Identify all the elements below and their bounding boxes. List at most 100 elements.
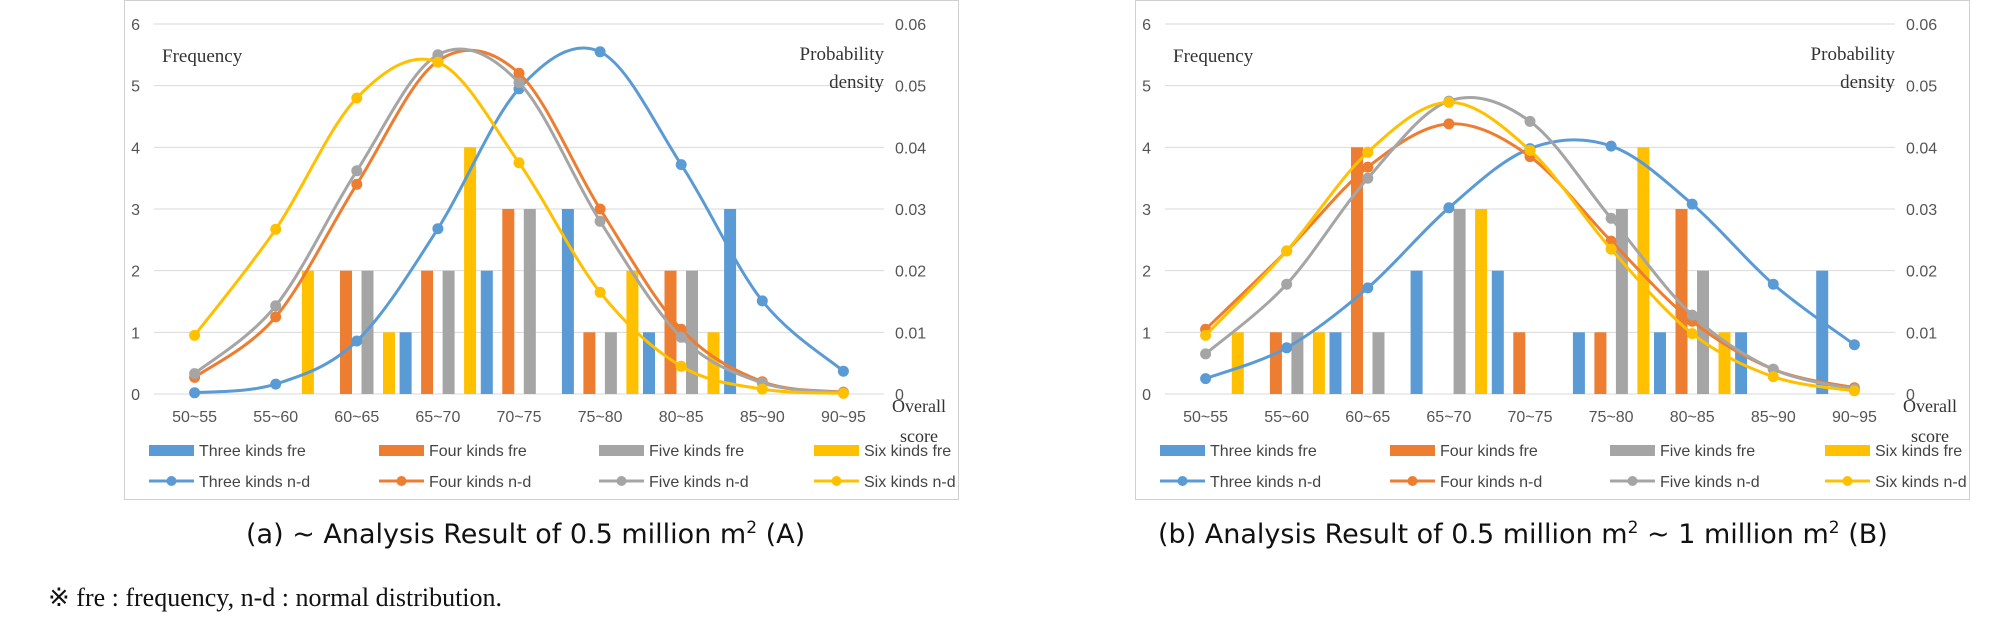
point-six-kinds-n-d bbox=[189, 329, 201, 341]
legend-label-five-kinds-n-d: Five kinds n-d bbox=[1660, 474, 1760, 491]
y-left-tick-label: 0 bbox=[131, 387, 140, 404]
point-six-kinds-n-d bbox=[1848, 385, 1860, 397]
bar-five-kinds-fre bbox=[442, 270, 455, 394]
bar-six-kinds-fre bbox=[1718, 332, 1731, 394]
bar-five-kinds-fre bbox=[1372, 332, 1385, 394]
point-four-kinds-n-d bbox=[594, 203, 606, 215]
y-right-tick-label: 0 bbox=[1906, 387, 1915, 404]
point-three-kinds-n-d bbox=[1281, 342, 1293, 354]
point-six-kinds-n-d bbox=[675, 360, 687, 372]
point-three-kinds-n-d bbox=[1686, 198, 1698, 210]
point-six-kinds-n-d bbox=[1281, 245, 1293, 257]
point-six-kinds-n-d bbox=[1524, 144, 1536, 156]
y-left-tick-label: 4 bbox=[1142, 140, 1151, 157]
point-five-kinds-n-d bbox=[1605, 212, 1617, 224]
y-right-tick-label: 0.03 bbox=[1906, 202, 1937, 219]
legend-marker-three-kinds-n-d bbox=[1177, 476, 1188, 486]
point-five-kinds-n-d bbox=[1200, 348, 1212, 360]
bar-four-kinds-fre bbox=[1594, 332, 1607, 394]
y-left-tick-label: 5 bbox=[1142, 79, 1151, 96]
legend-swatch-five-kinds-fre bbox=[599, 445, 644, 456]
y-left-tick-label: 2 bbox=[131, 264, 140, 281]
point-five-kinds-n-d bbox=[513, 77, 525, 89]
x-tick-label: 85~90 bbox=[1751, 409, 1796, 426]
bar-three-kinds-fre bbox=[1654, 332, 1666, 394]
point-five-kinds-n-d bbox=[270, 300, 282, 312]
point-three-kinds-n-d bbox=[1605, 140, 1617, 152]
point-three-kinds-n-d bbox=[1443, 202, 1455, 214]
chart-a: 0 1 2 3 4 5 6 0 0.01 0.02 0.03 0.04 0.05 0.06 50~55 55~… bbox=[124, 0, 959, 500]
x-tick-label: 55~60 bbox=[253, 409, 298, 426]
y-right-tick-label: 0.01 bbox=[895, 325, 926, 342]
y-left-axis-label: Frequency bbox=[1173, 46, 1254, 67]
point-six-kinds-n-d bbox=[594, 286, 606, 298]
y-right-tick-label: 0.04 bbox=[1906, 140, 1937, 157]
bar-four-kinds-fre bbox=[1675, 209, 1688, 394]
point-four-kinds-n-d bbox=[1362, 161, 1374, 173]
bar-six-kinds-fre bbox=[301, 270, 314, 394]
legend-swatch-three-kinds-fre bbox=[1160, 445, 1205, 456]
point-six-kinds-n-d bbox=[1443, 96, 1455, 108]
y-right-tick-label: 0.04 bbox=[895, 140, 926, 157]
y-right-tick-label: 0 bbox=[895, 387, 904, 404]
bar-three-kinds-fre bbox=[480, 270, 493, 394]
legend-label-three-kinds-n-d: Three kinds n-d bbox=[1210, 474, 1321, 491]
legend-label-six-kinds-n-d: Six kinds n-d bbox=[1875, 474, 1967, 491]
x-tick-label: 70~75 bbox=[1508, 409, 1553, 426]
legend-swatch-four-kinds-fre bbox=[1390, 445, 1435, 456]
point-five-kinds-n-d bbox=[675, 331, 687, 343]
legend-marker-four-kinds-n-d bbox=[396, 476, 407, 486]
bar-three-kinds-fre bbox=[561, 209, 574, 394]
y-right-axis-label: Probability bbox=[1811, 44, 1896, 65]
y-right-axis-label: density bbox=[1840, 72, 1895, 93]
legend-marker-four-kinds-n-d bbox=[1407, 476, 1418, 486]
x-tick-label: 80~85 bbox=[1670, 409, 1715, 426]
y-right-tick-label: 0.03 bbox=[895, 202, 926, 219]
bar-four-kinds-fre bbox=[1513, 332, 1526, 394]
line-six-kinds-n-d bbox=[193, 57, 844, 395]
bar-four-kinds-fre bbox=[502, 209, 515, 394]
x-tick-label: 65~70 bbox=[415, 409, 460, 426]
y-left-tick-label: 6 bbox=[131, 17, 140, 34]
bar-six-kinds-fre bbox=[1231, 332, 1244, 394]
y-right-tick-label: 0.05 bbox=[895, 79, 926, 96]
legend-label-five-kinds-fre: Five kinds fre bbox=[1660, 443, 1755, 460]
y-left-tick-label: 3 bbox=[1142, 202, 1151, 219]
x-axis-label: score bbox=[1911, 426, 1949, 446]
y-left-tick-label: 4 bbox=[131, 140, 140, 157]
x-tick-label: 80~85 bbox=[659, 409, 704, 426]
x-tick-label: 60~65 bbox=[1345, 409, 1390, 426]
point-five-kinds-n-d bbox=[1524, 115, 1536, 127]
x-tick-label: 55~60 bbox=[1264, 409, 1309, 426]
x-tick-label: 85~90 bbox=[740, 409, 785, 426]
point-three-kinds-n-d bbox=[1848, 339, 1860, 351]
point-six-kinds-n-d bbox=[270, 223, 282, 235]
point-five-kinds-n-d bbox=[1281, 278, 1293, 290]
point-three-kinds-n-d bbox=[1767, 278, 1779, 290]
point-six-kinds-n-d bbox=[1767, 371, 1779, 383]
legend-label-six-kinds-n-d: Six kinds n-d bbox=[864, 474, 956, 491]
legend-marker-five-kinds-n-d bbox=[616, 476, 627, 486]
point-three-kinds-n-d bbox=[837, 365, 849, 377]
bar-five-kinds-fre bbox=[523, 209, 536, 394]
chart-frame bbox=[124, 0, 959, 500]
bar-four-kinds-fre bbox=[1351, 147, 1363, 394]
y-right-tick-label: 0.02 bbox=[1906, 264, 1937, 281]
x-axis-label: Overall bbox=[1903, 396, 1957, 416]
bar-five-kinds-fre bbox=[361, 270, 374, 394]
point-four-kinds-n-d bbox=[351, 178, 363, 190]
bar-three-kinds-fre bbox=[1491, 270, 1504, 394]
x-tick-label: 50~55 bbox=[172, 409, 217, 426]
bar-three-kinds-fre bbox=[643, 332, 655, 394]
bar-six-kinds-fre bbox=[464, 147, 477, 394]
point-four-kinds-n-d bbox=[513, 67, 525, 79]
point-five-kinds-n-d bbox=[594, 215, 606, 227]
bar-three-kinds-fre bbox=[1572, 332, 1585, 394]
point-six-kinds-n-d bbox=[1200, 329, 1212, 341]
y-right-tick-label: 0.06 bbox=[1906, 17, 1937, 34]
y-left-tick-label: 1 bbox=[1142, 325, 1151, 342]
point-three-kinds-n-d bbox=[1362, 282, 1374, 294]
point-three-kinds-n-d bbox=[270, 378, 282, 390]
point-four-kinds-n-d bbox=[1443, 118, 1455, 130]
bar-five-kinds-fre bbox=[1291, 332, 1304, 394]
